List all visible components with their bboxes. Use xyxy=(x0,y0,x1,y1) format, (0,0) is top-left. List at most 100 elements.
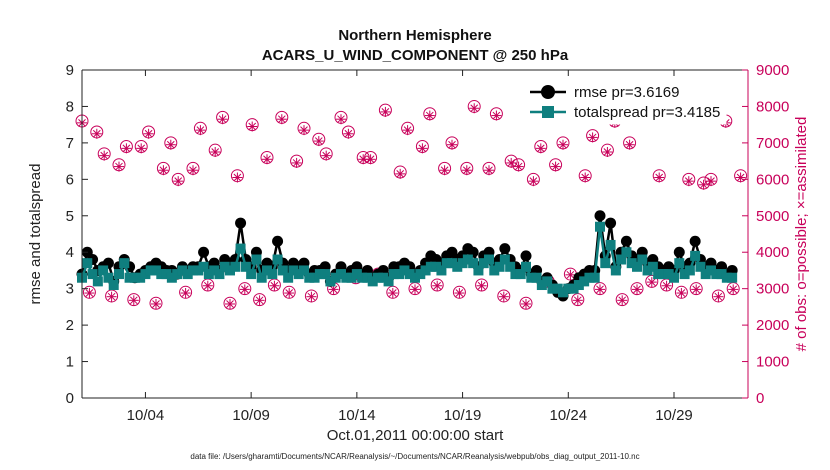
obs-assimilated-point xyxy=(558,139,568,150)
totalspread-point xyxy=(473,265,484,276)
totalspread-point xyxy=(272,254,283,265)
rmse-point xyxy=(620,235,632,247)
obs-possible-point xyxy=(127,293,141,307)
totalspread-point xyxy=(558,287,568,298)
totalspread-point xyxy=(404,269,415,280)
totalspread-point xyxy=(288,265,299,276)
chart-title: Northern Hemisphere xyxy=(338,27,491,44)
totalspread-point xyxy=(214,269,225,280)
obs-possible-point xyxy=(475,278,489,292)
totalspread-point xyxy=(114,269,124,280)
rmse-point xyxy=(520,250,532,262)
legend-spread-marker xyxy=(542,106,554,118)
obs-assimilated-point xyxy=(343,128,354,139)
line-series-layer xyxy=(76,210,738,302)
obs-assimilated-point xyxy=(269,280,280,291)
obs-assimilated-point xyxy=(454,288,465,299)
totalspread-point xyxy=(357,272,368,283)
totalspread-point xyxy=(182,269,193,280)
obs-assimilated-point xyxy=(217,114,228,125)
obs-assimilated-point xyxy=(106,291,117,302)
obs-assimilated-point xyxy=(698,179,709,190)
obs-assimilated-point xyxy=(202,280,213,291)
totalspread-point xyxy=(626,258,637,269)
totalspread-point xyxy=(320,269,331,280)
totalspread-point xyxy=(600,258,611,269)
rmse-point xyxy=(499,243,511,255)
plot-background xyxy=(82,70,748,398)
obs-assimilated-point xyxy=(195,125,206,136)
totalspread-point xyxy=(166,272,177,283)
y-tick-label-right: 3000 xyxy=(756,281,789,298)
totalspread-point xyxy=(658,269,669,280)
obs-assimilated-point xyxy=(476,280,487,291)
totalspread-point xyxy=(383,276,394,287)
y-tick-label-left: 0 xyxy=(66,390,74,407)
obs-assimilated-point xyxy=(225,298,235,309)
obs-assimilated-point xyxy=(646,277,657,288)
totalspread-point xyxy=(251,254,262,265)
obs-assimilated-point xyxy=(498,291,509,302)
y-tick-label-right: 8000 xyxy=(756,98,789,115)
obs-assimilated-point xyxy=(99,150,110,161)
y-axis-label-right: # of obs: o=possible; ×=assimilated xyxy=(793,117,810,352)
obs-assimilated-point xyxy=(632,284,642,295)
totalspread-point xyxy=(235,243,246,254)
totalspread-point xyxy=(129,272,140,283)
totalspread-point xyxy=(700,269,711,280)
legend-rmse-label: rmse pr=3.6169 xyxy=(574,84,679,101)
y-tick-label-right: 5000 xyxy=(756,208,789,225)
obs-possible-point xyxy=(223,296,237,310)
totalspread-point xyxy=(536,280,547,291)
totalspread-point xyxy=(246,269,257,280)
totalspread-point xyxy=(494,261,505,272)
obs-assimilated-point xyxy=(121,143,132,154)
footer-data-file: data file: /Users/gharamti/Documents/NCA… xyxy=(190,452,639,461)
totalspread-point xyxy=(706,265,716,276)
totalspread-point xyxy=(103,272,114,283)
totalspread-point xyxy=(457,258,468,269)
obs-assimilated-point xyxy=(706,176,716,187)
obs-assimilated-point xyxy=(395,168,406,179)
totalspread-point xyxy=(283,272,294,283)
totalspread-point xyxy=(642,265,653,276)
totalspread-point xyxy=(309,272,320,283)
totalspread-point xyxy=(108,280,119,291)
y-tick-label-right: 6000 xyxy=(756,171,789,188)
obs-possible-point xyxy=(593,282,607,296)
x-tick-label: 10/24 xyxy=(550,407,588,424)
obs-assimilated-point xyxy=(521,298,531,309)
totalspread-point xyxy=(362,272,373,283)
totalspread-point xyxy=(304,272,315,283)
totalspread-point xyxy=(225,265,235,276)
totalspread-point xyxy=(669,272,679,283)
rmse-point xyxy=(673,246,685,258)
totalspread-point xyxy=(637,254,648,265)
totalspread-point xyxy=(177,265,188,276)
obs-assimilated-point xyxy=(114,161,124,172)
chart-subtitle: ACARS_U_WIND_COMPONENT @ 250 hPa xyxy=(262,47,569,64)
legend-box xyxy=(519,77,727,125)
obs-assimilated-point xyxy=(595,284,605,295)
obs-assimilated-point xyxy=(239,284,250,295)
obs-assimilated-point xyxy=(661,280,672,291)
totalspread-point xyxy=(193,265,204,276)
totalspread-point xyxy=(605,239,616,250)
obs-assimilated-point xyxy=(151,298,161,309)
totalspread-point xyxy=(573,280,584,291)
rmse-point xyxy=(689,235,701,247)
obs-assimilated-point xyxy=(676,288,687,299)
obs-assimilated-point xyxy=(402,125,413,136)
totalspread-point xyxy=(695,261,706,272)
obs-assimilated-point xyxy=(713,291,724,302)
totalspread-point xyxy=(589,272,600,283)
obs-assimilated-point xyxy=(410,284,420,295)
obs-assimilated-point xyxy=(550,161,561,172)
obs-assimilated-point xyxy=(447,139,457,150)
plot-area xyxy=(82,70,748,398)
obs-possible-point xyxy=(179,285,193,299)
obs-possible-point xyxy=(304,289,318,303)
totalspread-point xyxy=(478,258,489,269)
totalspread-point xyxy=(436,265,447,276)
totalspread-point xyxy=(124,272,135,283)
